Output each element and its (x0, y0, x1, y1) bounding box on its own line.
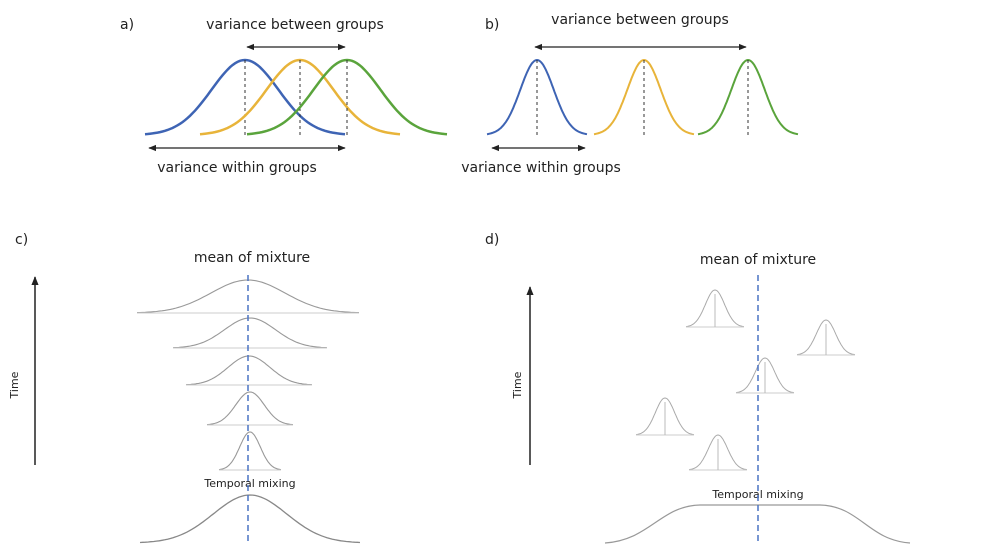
mixing-label: Temporal mixing (203, 477, 295, 490)
curve (685, 289, 745, 328)
curve (185, 355, 313, 386)
curve (218, 431, 282, 471)
curve (688, 434, 748, 471)
between-label: variance between groups (206, 17, 384, 33)
panel-label: a) (120, 17, 134, 33)
curve (635, 397, 695, 436)
axis-label: Time (8, 371, 21, 399)
panel-label: d) (485, 232, 499, 248)
between-label: variance between groups (551, 12, 729, 28)
curve (604, 504, 911, 544)
within-label: variance within groups (461, 160, 621, 176)
title: mean of mixture (700, 252, 816, 268)
curve (172, 317, 328, 349)
mixing-label: Temporal mixing (711, 488, 803, 501)
axis-label: Time (511, 371, 524, 399)
curve (796, 319, 856, 356)
within-label: variance within groups (157, 160, 317, 176)
panel-label: b) (485, 17, 499, 33)
curve (139, 494, 361, 544)
title: mean of mixture (194, 250, 310, 266)
panel-label: c) (15, 232, 28, 248)
curve (735, 357, 795, 394)
curve (206, 391, 294, 426)
